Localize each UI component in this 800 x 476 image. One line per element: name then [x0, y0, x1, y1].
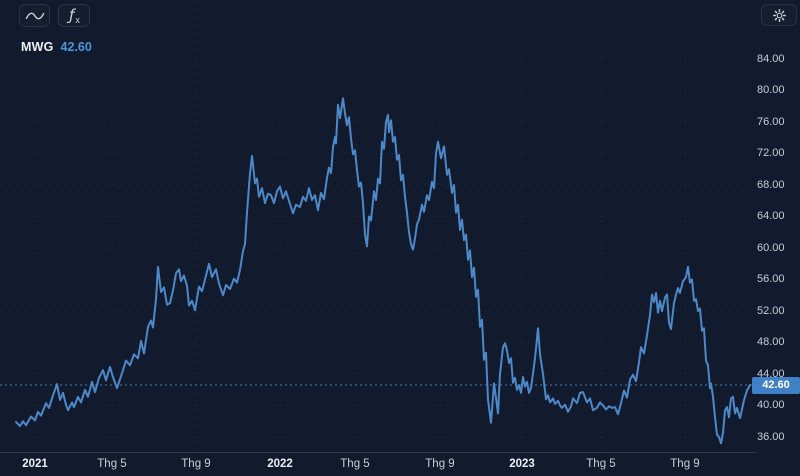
symbol-name: MWG — [21, 40, 54, 54]
price-tick-label: 68.00 — [757, 178, 785, 191]
time-tick-label: Thg 9 — [670, 458, 700, 470]
time-axis[interactable]: 2021 Thg 5 Thg 9 2022 Thg 5 Thg 9 2023 Thg 5 Thg… — [0, 452, 800, 476]
symbol-last-price: 42.60 — [60, 40, 92, 54]
current-price-badge: 42.60 — [752, 376, 800, 394]
time-tick-label: 2021 — [22, 458, 48, 470]
price-axis[interactable]: 84.00 80.00 76.00 72.00 68.00 64.00 60.00 56.00… — [752, 0, 800, 452]
time-tick-label: Thg 5 — [586, 458, 616, 470]
price-tick-label: 36.00 — [757, 430, 785, 443]
line-style-button[interactable] — [19, 4, 50, 27]
price-tick-label: 60.00 — [757, 241, 785, 254]
gear-icon — [772, 8, 787, 23]
price-tick-label: 76.00 — [757, 115, 785, 128]
current-price-value: 42.60 — [762, 379, 790, 392]
price-tick-label: 64.00 — [757, 210, 785, 222]
line-chart-wave-icon — [24, 9, 46, 23]
price-tick-label: 80.00 — [757, 84, 785, 96]
time-tick-label: 2023 — [509, 458, 535, 470]
time-axis-separator — [0, 452, 756, 453]
price-chart-plot[interactable] — [0, 0, 800, 452]
settings-button[interactable] — [761, 4, 797, 26]
symbol-legend[interactable]: MWG 42.60 — [21, 40, 92, 54]
function-icon: ƒ — [69, 6, 75, 24]
price-tick-label: 84.00 — [757, 52, 785, 65]
time-tick-label: Thg 9 — [425, 458, 455, 470]
price-tick-label: 48.00 — [757, 336, 785, 348]
time-tick-label: 2022 — [267, 458, 293, 470]
time-tick-label: Thg 9 — [181, 458, 211, 470]
price-tick-label: 52.00 — [757, 304, 785, 317]
time-tick-label: Thg 5 — [340, 458, 370, 470]
price-series-line — [15, 97, 751, 445]
time-tick-label: Thg 5 — [97, 458, 127, 470]
price-tick-label: 72.00 — [757, 147, 785, 159]
price-tick-label: 56.00 — [757, 273, 785, 285]
price-tick-label: 44.00 — [757, 367, 785, 380]
price-tick-label: 40.00 — [757, 399, 785, 411]
